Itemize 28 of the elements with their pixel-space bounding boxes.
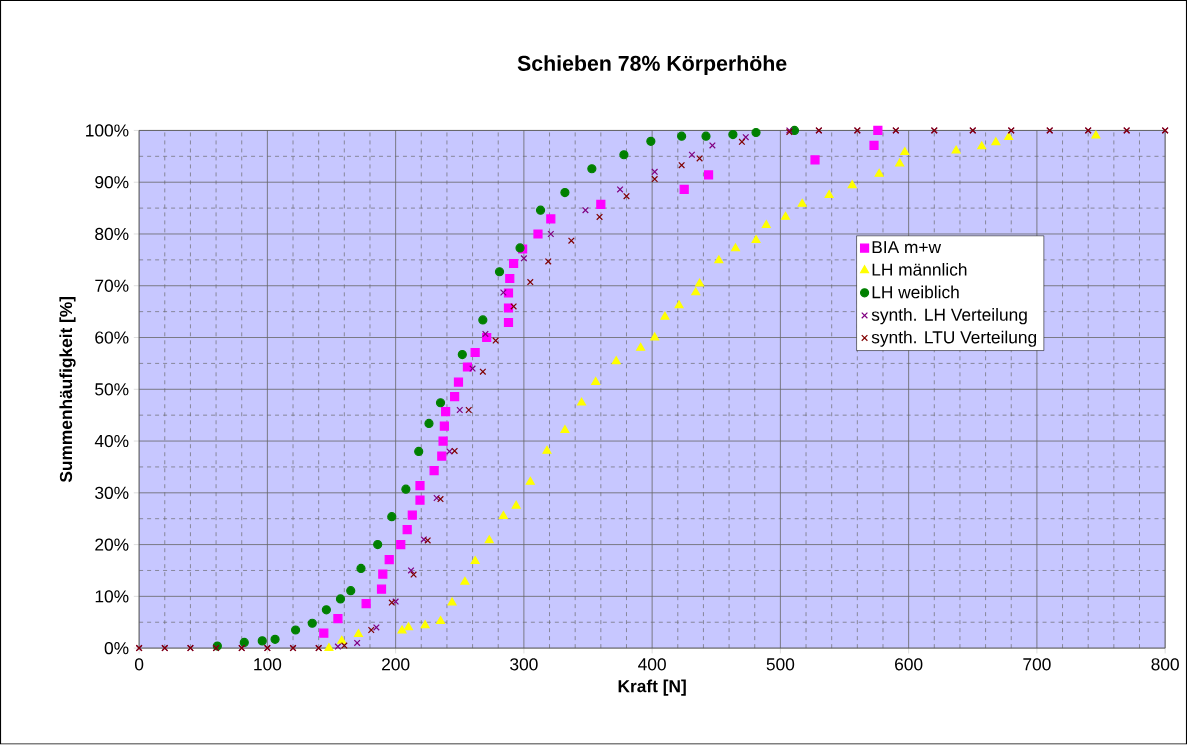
x-tick-label: 600	[895, 658, 923, 671]
y-tick-label: 20%	[95, 538, 129, 551]
x-tick-label: 800	[1151, 658, 1179, 671]
y-tick-label: 50%	[95, 383, 129, 396]
x-tick-label: 200	[382, 658, 410, 671]
y-tick-label: 0%	[104, 642, 129, 655]
legend-label: LH weiblich	[872, 285, 959, 299]
y-tick-label: 10%	[95, 590, 129, 603]
y-tick-label: 60%	[95, 331, 129, 344]
y-tick-label: 70%	[95, 279, 129, 293]
legend-label: synth. LH Verteilung	[871, 308, 1027, 325]
x-tick-label: 700	[1023, 658, 1051, 671]
y-tick-label: 90%	[95, 176, 129, 189]
x-tick-label: 300	[510, 658, 538, 671]
y-tick-label: 80%	[95, 228, 129, 241]
y-tick-label: 30%	[95, 486, 129, 500]
legend-label: LH männlich	[872, 263, 967, 276]
x-tick-label: 500	[766, 658, 795, 671]
x-axis-title: Kraft [N]	[618, 679, 686, 696]
x-tick-label: 400	[638, 658, 666, 671]
x-tick-label: 100	[254, 658, 282, 671]
y-tick-label: 100%	[86, 124, 129, 137]
chart-title: Schieben 78% Körperhöhe	[517, 55, 787, 76]
legend-label: synth. LTU Verteilung	[871, 330, 1037, 348]
y-tick-label: 40%	[94, 435, 129, 448]
legend-label: BIA m+w	[872, 241, 942, 254]
y-axis-title: Summenhäufigkeit [%]	[59, 297, 76, 483]
x-tick-label: 0	[134, 658, 144, 671]
